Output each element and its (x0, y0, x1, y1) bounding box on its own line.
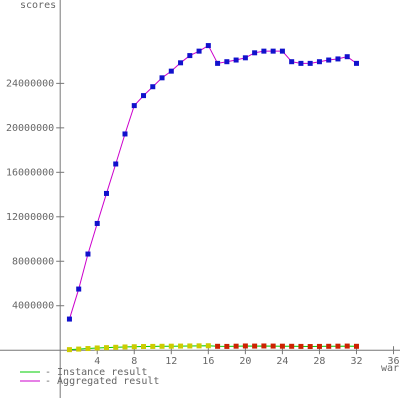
y-tick-label: 24000000 (6, 78, 54, 89)
data-point (279, 48, 285, 54)
data-point (215, 60, 221, 66)
data-point (215, 343, 221, 349)
data-point (196, 343, 202, 349)
data-point (289, 343, 295, 349)
data-point (307, 344, 313, 350)
data-point (298, 60, 304, 66)
data-point (187, 343, 193, 349)
data-point (224, 59, 230, 65)
data-point (316, 343, 322, 349)
data-point (344, 54, 350, 60)
data-point (94, 220, 100, 226)
data-point (131, 103, 137, 109)
data-point (159, 343, 165, 349)
data-point (122, 344, 128, 350)
data-point (270, 343, 276, 349)
data-point (150, 343, 156, 349)
data-point (141, 93, 147, 99)
data-point (224, 343, 230, 349)
y-axis-label: scores (20, 0, 56, 11)
y-tick-label: 12000000 (6, 212, 54, 223)
data-point (326, 57, 332, 63)
data-point (233, 343, 239, 349)
data-point (270, 48, 276, 54)
data-point (122, 131, 128, 137)
data-point (85, 251, 91, 257)
data-point (66, 316, 72, 322)
data-point (66, 347, 72, 353)
data-point (252, 50, 258, 56)
data-point (307, 60, 313, 66)
data-point (131, 344, 137, 350)
data-point (205, 343, 211, 349)
data-point (242, 55, 248, 61)
data-point (233, 57, 239, 63)
y-tick-label: 20000000 (6, 123, 54, 134)
x-tick-label: 24 (276, 356, 288, 367)
data-point (335, 343, 341, 349)
y-tick-label: 8000000 (12, 256, 54, 267)
data-point (242, 343, 248, 349)
data-point (76, 286, 82, 292)
data-point (205, 43, 211, 49)
y-tick-label: 16000000 (6, 167, 54, 178)
data-point (298, 343, 304, 349)
data-point (178, 60, 184, 66)
data-point (261, 48, 267, 54)
series-line (68, 44, 357, 320)
data-point (344, 343, 350, 349)
x-tick-label: 28 (313, 356, 325, 367)
data-point (326, 343, 332, 349)
data-point (168, 343, 174, 349)
data-point (113, 161, 119, 167)
x-tick-label: 12 (165, 356, 177, 367)
y-tick-label: 4000000 (12, 301, 54, 312)
data-point (141, 344, 147, 350)
series-line (69, 345, 357, 351)
data-point (261, 343, 267, 349)
x-axis-label: war (381, 363, 399, 374)
data-point (150, 84, 156, 90)
legend-label: - Aggregated result (45, 376, 159, 387)
data-point (353, 60, 359, 66)
data-point (76, 346, 82, 352)
data-point (94, 345, 100, 351)
x-tick-label: 32 (350, 356, 362, 367)
data-point (178, 343, 184, 349)
data-point (113, 344, 119, 350)
data-point (335, 56, 341, 62)
data-point (353, 343, 359, 349)
x-tick-label: 20 (239, 356, 251, 367)
data-point (168, 68, 174, 74)
data-point (103, 345, 109, 351)
x-tick-label: 4 (94, 356, 100, 367)
legend-label: - Instance result (45, 367, 147, 378)
data-point (196, 48, 202, 54)
data-point (289, 59, 295, 65)
x-tick-label: 8 (131, 356, 137, 367)
data-point (187, 53, 193, 59)
x-tick-label: 36 (387, 356, 399, 367)
data-point (316, 59, 322, 65)
data-point (252, 343, 258, 349)
data-point (103, 190, 109, 196)
data-point (85, 346, 91, 352)
data-point (159, 75, 165, 81)
data-point (279, 343, 285, 349)
x-tick-label: 16 (202, 356, 214, 367)
